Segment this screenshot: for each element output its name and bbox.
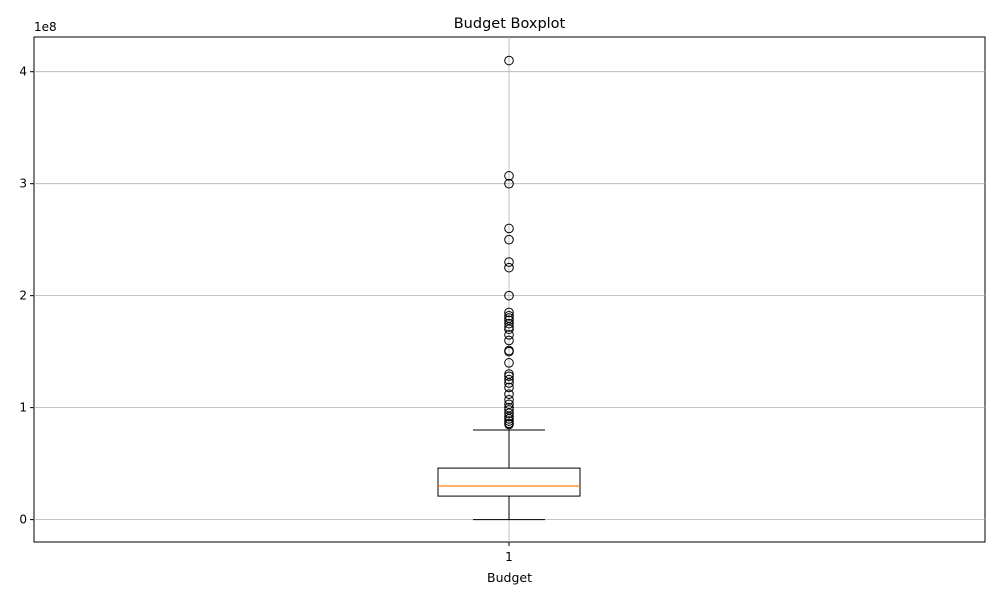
outlier-point	[504, 382, 514, 393]
outlier-point	[504, 311, 514, 321]
outlier-point	[504, 55, 514, 66]
outlier-point	[504, 405, 514, 415]
outlier-point	[504, 416, 514, 426]
outlier-point	[504, 313, 514, 323]
outlier-point	[504, 389, 514, 399]
outlier-point	[504, 330, 514, 340]
grid-lines	[34, 37, 985, 542]
outlier-point	[504, 234, 514, 245]
outlier-point	[504, 178, 514, 189]
box-elements	[437, 55, 581, 521]
outlier-point	[504, 290, 514, 301]
outlier-point	[504, 369, 514, 379]
y-tick-label: 4	[19, 65, 27, 79]
outlier-point	[504, 371, 514, 382]
outlier-point	[504, 402, 514, 413]
y-tick-label: 2	[19, 289, 27, 303]
y-tick-label: 0	[19, 513, 27, 527]
outlier-point	[504, 307, 514, 318]
outlier-point	[504, 315, 514, 326]
outlier-point	[504, 358, 514, 368]
outlier-point	[504, 394, 514, 405]
outlier-point	[504, 257, 514, 267]
outlier-point	[504, 374, 514, 385]
y-tick-label: 3	[19, 177, 27, 191]
outlier-point	[504, 171, 514, 181]
outlier-point	[504, 418, 514, 429]
x-axis-label: Budget	[487, 570, 532, 585]
outlier-point	[504, 262, 514, 273]
axes: 0 1 2 3 4 1	[19, 65, 512, 564]
chart-title: Budget Boxplot	[454, 16, 566, 32]
outlier-point	[504, 318, 514, 329]
iqr-box	[437, 467, 581, 497]
y-scale-label: 1e8	[34, 20, 57, 34]
y-tick-label: 1	[19, 401, 27, 415]
outlier-point	[504, 399, 514, 410]
outlier-point	[504, 335, 514, 346]
outlier-point	[504, 223, 514, 234]
outlier-point	[504, 345, 514, 356]
x-tick-label: 1	[505, 550, 513, 564]
